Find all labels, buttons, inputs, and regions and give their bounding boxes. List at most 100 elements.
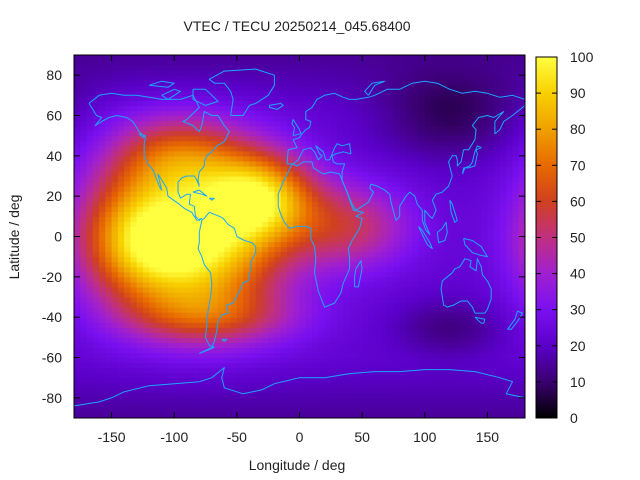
heatmap-cell — [349, 155, 357, 162]
heatmap-cell — [380, 307, 388, 313]
heatmap-cell — [280, 211, 288, 217]
heatmap-cell — [481, 95, 489, 101]
heatmap-cell — [105, 402, 113, 409]
heatmap-cell — [255, 60, 263, 66]
heatmap-cell — [286, 170, 294, 177]
heatmap-cell — [305, 120, 313, 127]
heatmap-cell — [443, 100, 451, 107]
heatmap-cell — [468, 115, 476, 122]
heatmap-cell — [124, 60, 131, 66]
heatmap-cell — [155, 201, 163, 207]
heatmap-cell — [399, 191, 407, 197]
heatmap-cell — [418, 60, 426, 66]
heatmap-cell — [130, 372, 138, 379]
heatmap-cell — [161, 191, 169, 197]
heatmap-cell — [280, 251, 288, 258]
heatmap-cell — [211, 291, 219, 298]
heatmap-cell — [261, 286, 269, 293]
heatmap-cell — [92, 216, 100, 222]
heatmap-cell — [368, 186, 376, 192]
heatmap-cell — [431, 130, 438, 137]
heatmap-cell — [249, 135, 257, 142]
heatmap-cell — [449, 170, 457, 177]
heatmap-cell — [399, 382, 407, 389]
heatmap-cell — [249, 246, 257, 253]
heatmap-cell — [412, 377, 420, 384]
heatmap-cell — [481, 332, 489, 338]
heatmap-cell — [249, 206, 257, 212]
heatmap-cell — [487, 266, 495, 273]
heatmap-cell — [449, 226, 457, 233]
heatmap-cell — [474, 332, 482, 338]
heatmap-cell — [80, 206, 88, 212]
heatmap-cell — [487, 160, 495, 167]
heatmap-cell — [293, 100, 301, 107]
heatmap-cell — [337, 55, 344, 61]
heatmap-cell — [337, 236, 344, 243]
heatmap-cell — [224, 281, 232, 288]
heatmap-cell — [405, 276, 413, 283]
heatmap-cell — [368, 266, 376, 273]
heatmap-cell — [180, 407, 188, 414]
heatmap-cell — [149, 402, 157, 409]
heatmap-cell — [180, 216, 188, 222]
heatmap-cell — [343, 241, 351, 248]
heatmap-cell — [286, 241, 294, 248]
heatmap-cell — [211, 211, 219, 217]
heatmap-cell — [349, 145, 357, 152]
heatmap-cell — [268, 176, 276, 182]
heatmap-cell — [293, 130, 301, 137]
heatmap-cell — [255, 372, 263, 379]
heatmap-cell — [374, 140, 382, 147]
heatmap-cell — [124, 286, 131, 293]
heatmap-cell — [362, 110, 369, 117]
heatmap-cell — [261, 297, 269, 303]
heatmap-cell — [393, 276, 401, 283]
heatmap-cell — [493, 362, 501, 369]
heatmap-cell — [261, 120, 269, 127]
heatmap-cell — [443, 145, 451, 152]
heatmap-cell — [230, 261, 238, 268]
heatmap-cell — [412, 125, 420, 132]
heatmap-cell — [280, 216, 288, 222]
heatmap-cell — [399, 276, 407, 283]
heatmap-cell — [431, 297, 438, 303]
heatmap-cell — [167, 276, 175, 283]
heatmap-cell — [249, 90, 257, 96]
heatmap-cell — [399, 196, 407, 202]
heatmap-cell — [474, 367, 482, 374]
heatmap-cell — [199, 392, 207, 399]
heatmap-cell — [92, 387, 100, 394]
heatmap-cell — [387, 186, 395, 192]
heatmap-cell — [343, 196, 351, 202]
heatmap-cell — [155, 332, 163, 338]
heatmap-cell — [111, 281, 119, 288]
heatmap-cell — [268, 231, 276, 238]
heatmap-cell — [161, 100, 169, 107]
heatmap-cell — [431, 382, 438, 389]
heatmap-cell — [324, 322, 332, 328]
heatmap-cell — [330, 150, 338, 157]
heatmap-cell — [337, 357, 344, 364]
heatmap-cell — [499, 191, 507, 197]
heatmap-cell — [393, 236, 401, 243]
heatmap-cell — [186, 65, 194, 71]
heatmap-cell — [380, 312, 388, 318]
heatmap-cell — [312, 226, 319, 233]
heatmap-cell — [136, 327, 144, 333]
heatmap-cell — [155, 362, 163, 369]
heatmap-cell — [74, 407, 81, 414]
heatmap-cell — [167, 307, 175, 313]
heatmap-cell — [249, 100, 257, 107]
heatmap-cell — [424, 216, 432, 222]
heatmap-cell — [424, 291, 432, 298]
heatmap-cell — [99, 216, 106, 222]
heatmap-cell — [468, 110, 476, 117]
heatmap-cell — [362, 387, 369, 394]
heatmap-cell — [324, 256, 332, 263]
heatmap-cell — [362, 181, 369, 187]
heatmap-cell — [180, 382, 188, 389]
heatmap-cell — [387, 307, 395, 313]
heatmap-cell — [405, 170, 413, 177]
heatmap-cell — [124, 55, 131, 61]
